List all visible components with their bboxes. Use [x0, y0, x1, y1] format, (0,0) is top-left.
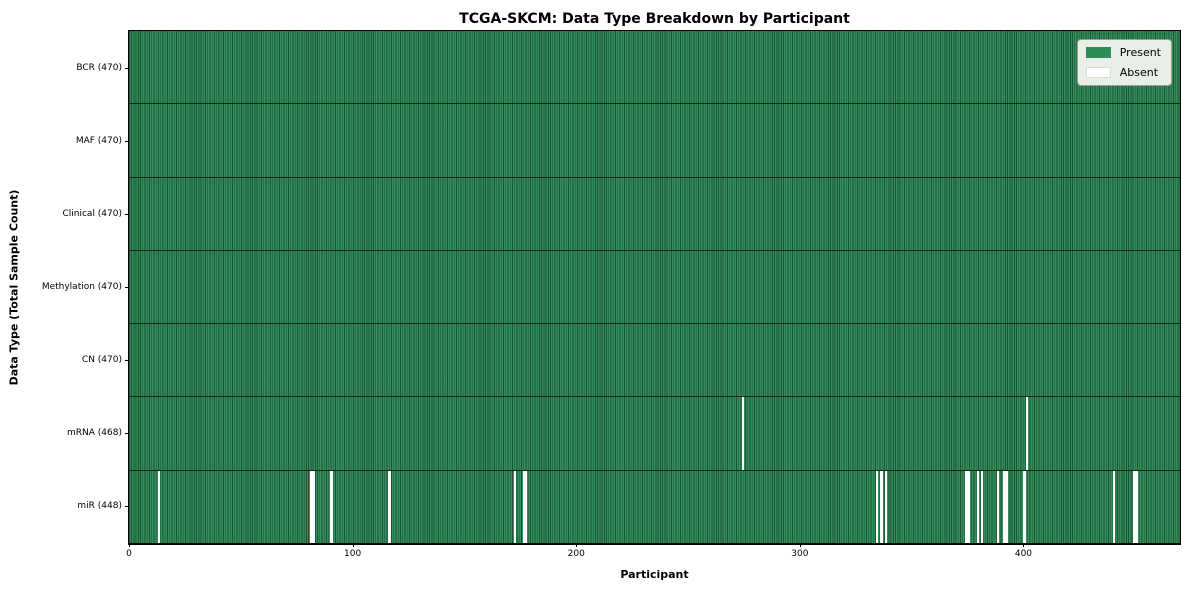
- y-tick-mark: [125, 433, 129, 435]
- absent-cell: [1023, 470, 1026, 543]
- absent-swatch-icon: [1085, 67, 1111, 78]
- y-tick-label-methylation: Methylation (470): [41, 282, 122, 292]
- x-tick-label: 400: [1014, 549, 1033, 559]
- absent-cell: [310, 470, 313, 543]
- x-tick-mark: [576, 543, 578, 547]
- legend-label-present: Present: [1119, 46, 1161, 59]
- y-tick-label-cn: CN (470): [81, 355, 122, 366]
- y-tick-label-clinical: Clinical (470): [62, 208, 122, 219]
- y-tick-label-mrna: mRNA (468): [67, 428, 122, 439]
- y-tick-mark: [125, 67, 129, 69]
- heatmap-row-clinical: [129, 176, 1180, 250]
- absent-cell: [1133, 470, 1136, 543]
- plot-area: BCR (470) MAF (470) Clinical (470) Methylat…: [42, 30, 1181, 559]
- x-tick-mark: [352, 543, 354, 547]
- absent-cell: [522, 470, 525, 543]
- absent-cell: [1005, 470, 1008, 543]
- absent-cell: [967, 470, 970, 543]
- absent-cell: [976, 470, 979, 543]
- x-tick-mark: [129, 543, 130, 547]
- absent-cell: [996, 470, 1000, 543]
- legend-label-absent: Absent: [1119, 66, 1159, 79]
- absent-cell: [1135, 470, 1138, 543]
- absent-cell: [741, 397, 745, 470]
- x-tick-label: 300: [791, 549, 809, 559]
- x-tick-label: 100: [344, 549, 362, 559]
- heatmap-row-mrna: [129, 396, 1180, 470]
- heatmap-row-bcr: [129, 31, 1180, 104]
- absent-cell: [875, 470, 879, 543]
- y-tick-mark: [125, 140, 129, 142]
- x-tick-mark: [799, 543, 801, 547]
- heatmap-rows: [129, 31, 1180, 543]
- absent-cell: [1025, 397, 1029, 470]
- y-tick-label-mir: miR (448): [77, 501, 122, 512]
- absent-cell: [884, 470, 888, 543]
- heatmap-row-cn: [129, 323, 1180, 397]
- y-tick-label-bcr: BCR (470): [76, 62, 122, 73]
- chart-title: TCGA-SKCM: Data Type Breakdown by Partic…: [459, 11, 850, 27]
- absent-cell: [1112, 470, 1116, 543]
- absent-cell: [158, 470, 161, 543]
- y-tick-mark: [125, 213, 129, 215]
- absent-cell: [330, 470, 333, 543]
- y-tick-mark: [125, 506, 129, 508]
- heatmap-row-maf: [129, 103, 1180, 177]
- heatmap-row-mir: [129, 469, 1180, 543]
- x-tick-label: 200: [567, 549, 585, 559]
- absent-cell: [980, 470, 984, 543]
- y-tick-label-maf: MAF (470): [75, 135, 122, 146]
- y-tick-mark: [125, 287, 129, 288]
- x-tick-mark: [1023, 543, 1025, 547]
- x-tick-label: 0: [126, 549, 132, 559]
- absent-cell: [880, 470, 883, 543]
- absent-cell: [1003, 470, 1006, 543]
- y-axis-label: Data Type (Total Sample Count): [7, 189, 21, 386]
- absent-cell: [388, 470, 391, 543]
- legend: Present Absent: [1076, 39, 1172, 86]
- absent-cell: [965, 470, 968, 543]
- x-axis-label: Participant: [620, 568, 689, 581]
- absent-cell: [524, 470, 528, 543]
- legend-entry-present: Present: [1085, 46, 1161, 59]
- legend-entry-absent: Absent: [1085, 66, 1161, 79]
- absent-cell: [513, 470, 516, 543]
- y-tick-mark: [125, 360, 129, 362]
- present-swatch-icon: [1085, 47, 1111, 58]
- absent-cell: [312, 470, 315, 543]
- heatmap-row-methylation: [129, 249, 1180, 324]
